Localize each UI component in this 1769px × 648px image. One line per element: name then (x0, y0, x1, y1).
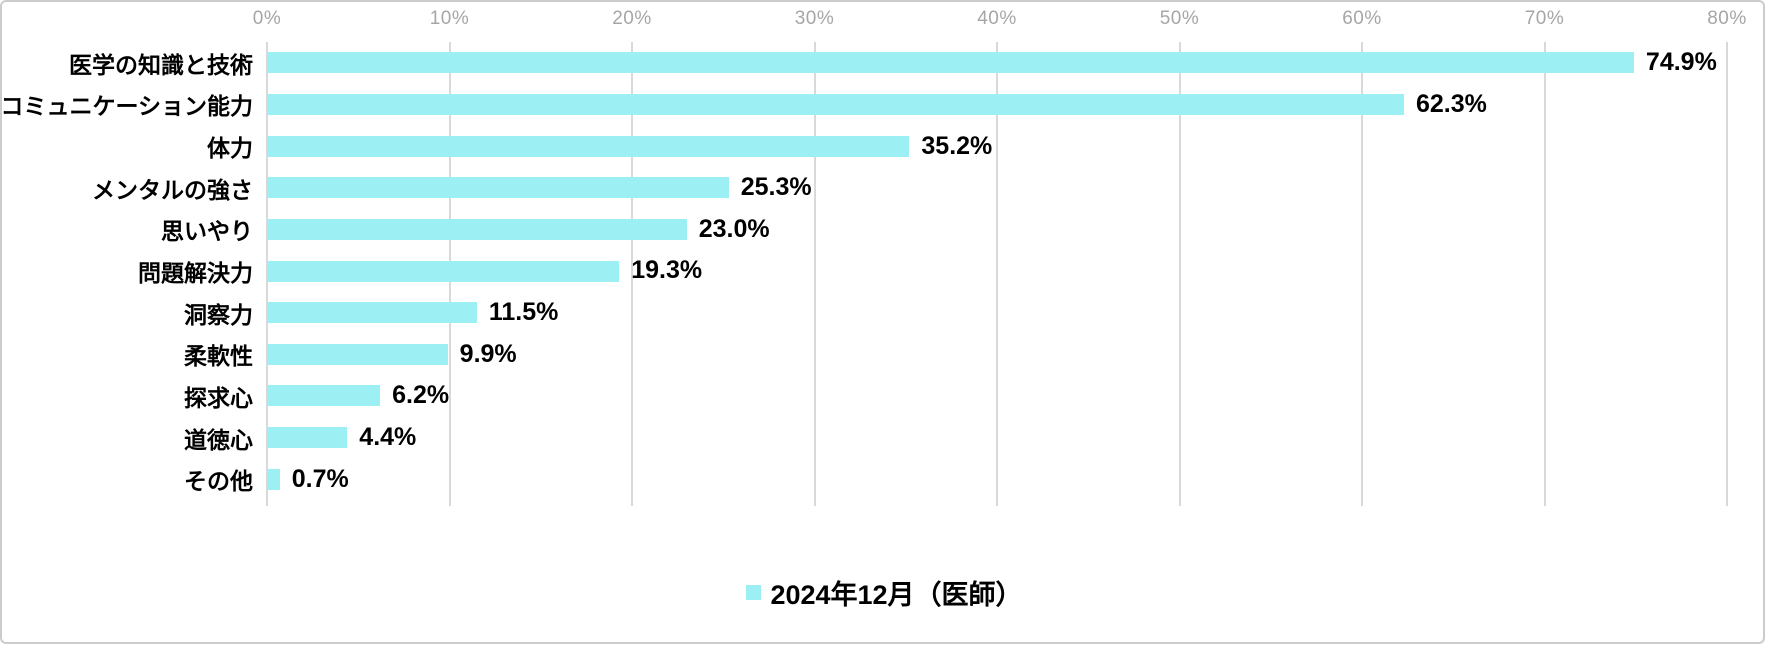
bar (267, 135, 910, 157)
gridline (1178, 42, 1181, 506)
category-label: メンタルの強さ (92, 176, 253, 203)
category-label: コミュニケーション能力 (0, 93, 253, 120)
bar (267, 427, 348, 449)
category-label: 医学の知識と技術 (69, 51, 253, 78)
bar (267, 343, 448, 365)
legend-label: 2024年12月（医師） (770, 579, 1023, 610)
x-axis-tick-label: 70% (1524, 8, 1565, 29)
category-label: 道徳心 (184, 426, 253, 453)
value-label: 9.9% (459, 339, 517, 368)
x-axis-tick-label: 30% (794, 8, 835, 29)
value-label: 4.4% (359, 423, 417, 452)
x-axis-tick-label: 60% (1342, 8, 1382, 29)
value-label: 35.2% (921, 131, 993, 160)
x-axis-tick-label: 80% (1707, 8, 1747, 29)
bar (267, 260, 620, 282)
x-axis-tick-label: 50% (1159, 8, 1200, 29)
bar (267, 302, 477, 324)
bar (267, 385, 381, 407)
legend: 2024年12月（医師） (0, 570, 1769, 614)
bar (267, 218, 687, 240)
category-label: 柔軟性 (184, 343, 253, 370)
bar (267, 93, 1404, 115)
legend-marker-icon (746, 584, 762, 600)
value-label: 25.3% (740, 173, 812, 202)
gridline (996, 42, 998, 506)
value-label: 74.9% (1645, 48, 1717, 77)
gridline (631, 42, 633, 506)
gridline (1361, 42, 1363, 506)
value-label: 19.3% (631, 256, 703, 285)
bar (267, 177, 729, 199)
x-axis-tick-label: 20% (612, 8, 652, 29)
gridline (1543, 42, 1546, 506)
x-axis-tick-label: 0% (252, 8, 282, 29)
value-label: 11.5% (488, 298, 559, 327)
category-label: 洞察力 (184, 301, 253, 328)
bar (267, 468, 280, 490)
x-axis-tick-label: 40% (977, 8, 1017, 29)
category-label: 体力 (207, 135, 253, 162)
bar (267, 52, 1634, 74)
category-label: その他 (184, 468, 253, 495)
gridline (813, 42, 816, 506)
gridline (1726, 42, 1728, 506)
value-label: 23.0% (698, 214, 770, 243)
category-label: 探求心 (184, 384, 253, 411)
category-label: 思いやり (161, 218, 253, 245)
category-label: 問題解決力 (138, 259, 253, 286)
value-label: 0.7% (291, 464, 349, 493)
value-label: 6.2% (392, 381, 450, 410)
x-axis-tick-label: 10% (429, 8, 470, 29)
value-label: 62.3% (1415, 89, 1487, 118)
